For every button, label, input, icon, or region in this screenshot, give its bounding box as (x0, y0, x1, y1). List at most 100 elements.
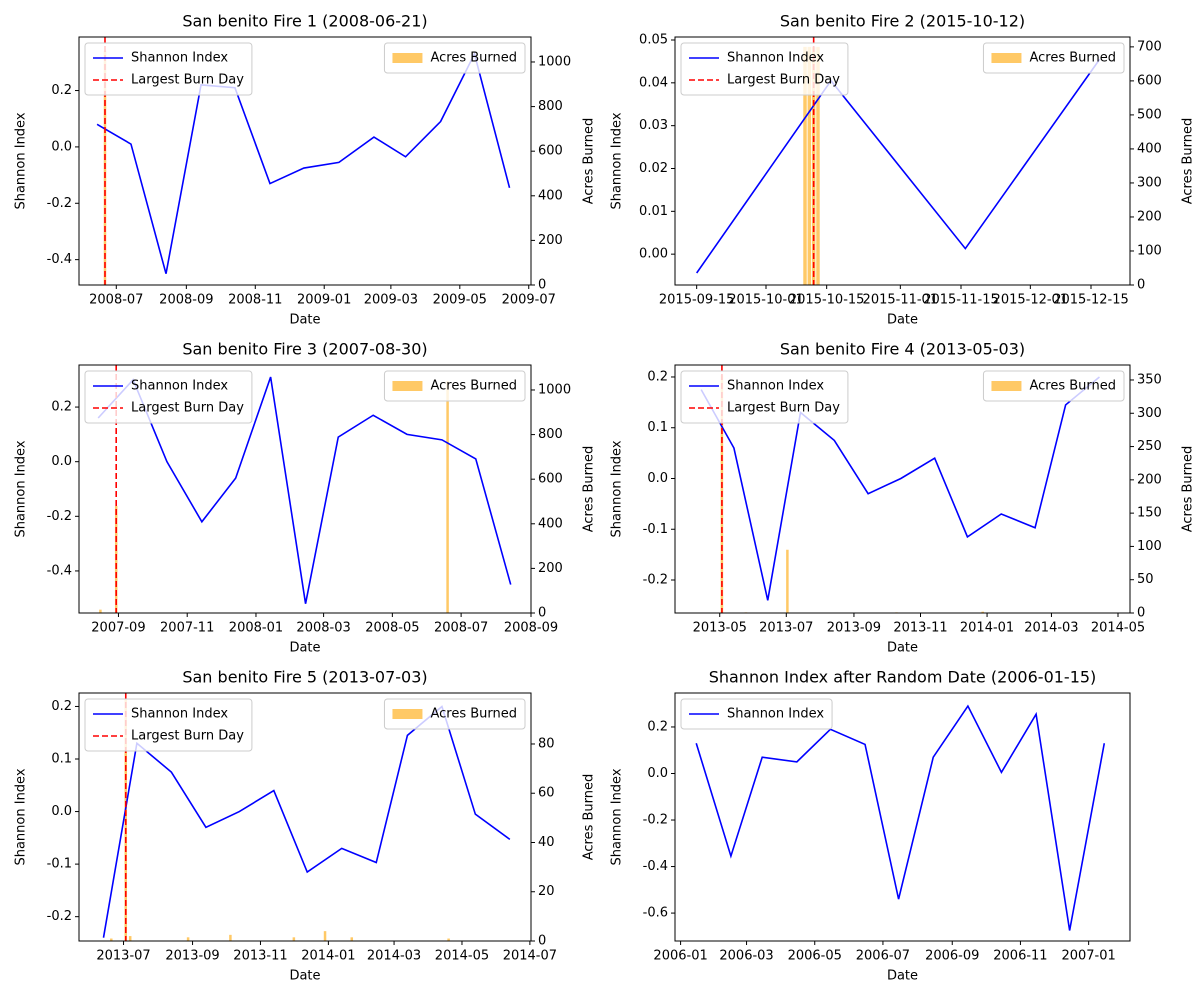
y-tick-label: 0.2 (647, 369, 668, 384)
y-tick-label: -0.2 (47, 509, 72, 524)
y-tick-label: 0.1 (647, 420, 668, 435)
y-tick-label: -0.6 (643, 906, 668, 921)
series-line (696, 58, 1101, 274)
axes-frame (78, 692, 532, 942)
subplot: San benito Fire 4 (2013-05-03) Date Shanno… (610, 340, 1196, 656)
subplot-title: San benito Fire 1 (2008-06-21) (182, 12, 427, 31)
legend-label: Largest Burn Day (727, 401, 840, 416)
bar (981, 611, 984, 613)
legend: Acres Burned (383, 370, 526, 402)
y2-tick-label: 0 (538, 934, 546, 949)
y2-tick-label: 100 (1137, 243, 1162, 258)
x-tick-label: 2006-11 (993, 949, 1047, 964)
legend-label: Shannon Index (131, 707, 228, 722)
legend-swatch (991, 53, 1022, 63)
x-tick-label: 2008-09 (504, 621, 558, 636)
legend-label: Shannon Index (727, 379, 824, 394)
bar (323, 931, 327, 941)
y-tick-label: 0.2 (647, 719, 668, 734)
x-tick-label: 2014-03 (367, 949, 421, 964)
legend-label: Shannon Index (727, 707, 824, 722)
plot-area (695, 704, 1106, 931)
bar (99, 609, 102, 613)
x-tick-label: 2013-09 (165, 949, 219, 964)
y-tick-label: -0.4 (643, 859, 668, 874)
y-axis-label: Shannon Index (14, 440, 29, 537)
x-axis-label: Date (887, 641, 918, 656)
bar (229, 934, 232, 941)
y2-axis-label: Acres Burned (1181, 446, 1196, 533)
axes-frame (674, 692, 1131, 942)
x-tick-label: 2008-09 (159, 293, 213, 308)
y-tick-label: 0.0 (647, 766, 668, 781)
x-tick-label: 2013-07 (96, 949, 150, 964)
y2-tick-label: 600 (538, 144, 563, 159)
x-tick-label: 2008-11 (228, 293, 282, 308)
legend-box (84, 42, 253, 96)
x-tick-label: 2008-07 (89, 293, 143, 308)
subplot: Shannon Index after Random Date (2006-01… (610, 668, 1131, 984)
y-tick-label: 0.2 (51, 699, 72, 714)
y-tick-label: 0.0 (51, 804, 72, 819)
y-tick-label: 0.02 (639, 161, 668, 176)
y2-tick-label: 0 (538, 606, 546, 621)
subplot-title: San benito Fire 2 (2015-10-12) (780, 12, 1025, 31)
y-tick-label: 0.0 (51, 454, 72, 469)
series-line (96, 51, 511, 274)
x-tick-label: 2009-05 (433, 293, 487, 308)
series-line (700, 376, 1100, 601)
y2-tick-label: 800 (538, 427, 563, 442)
y2-tick-label: 1000 (538, 382, 571, 397)
x-tick-label: 2006-01 (653, 949, 707, 964)
bar (447, 938, 450, 941)
legend-label: Largest Burn Day (131, 729, 244, 744)
bar (816, 46, 820, 285)
y-tick-label: -0.2 (47, 196, 72, 211)
y-tick-label: -0.4 (47, 252, 72, 267)
legend-box (680, 42, 849, 96)
legend-label: Acres Burned (1029, 51, 1116, 66)
legend-swatch (392, 53, 423, 63)
y2-tick-label: 200 (538, 233, 563, 248)
x-tick-label: 2013-11 (893, 621, 947, 636)
x-tick-label: 2008-05 (365, 621, 419, 636)
y-tick-label: 0.05 (639, 32, 668, 47)
x-tick-label: 2007-01 (1061, 949, 1115, 964)
legend-box (982, 370, 1125, 402)
legend-box (84, 370, 253, 424)
legend-label: Largest Burn Day (131, 401, 244, 416)
y2-tick-label: 0 (538, 278, 546, 293)
legend-box (982, 42, 1125, 74)
y-tick-label: 0.04 (639, 75, 668, 90)
x-tick-label: 2015-12-15 (1053, 293, 1129, 308)
y2-tick-label: 800 (538, 99, 563, 114)
x-tick-label: 2014-03 (1024, 621, 1078, 636)
y2-tick-label: 0 (1137, 606, 1145, 621)
y-tick-label: -0.2 (47, 909, 72, 924)
legend: Shannon Index Largest Burn Day (680, 42, 849, 96)
y2-axis-label: Acres Burned (582, 118, 597, 205)
axes-frame (674, 364, 1131, 614)
x-tick-label: 2009-03 (364, 293, 418, 308)
y2-tick-label: 50 (1137, 572, 1154, 587)
y2-tick-label: 40 (538, 835, 555, 850)
y-axis-label: Shannon Index (14, 112, 29, 209)
x-tick-label: 2008-01 (229, 621, 283, 636)
legend-box (680, 370, 849, 424)
x-tick-label: 2013-09 (827, 621, 881, 636)
legend-label: Largest Burn Day (131, 73, 244, 88)
y2-tick-label: 300 (1137, 175, 1162, 190)
legend-swatch (392, 381, 423, 391)
x-tick-label: 2015-12-01 (993, 293, 1069, 308)
y2-tick-label: 250 (1137, 439, 1162, 454)
y-tick-label: -0.1 (47, 857, 72, 872)
x-tick-label: 2014-01 (960, 621, 1014, 636)
y2-tick-label: 400 (1137, 141, 1162, 156)
y-axis-label: Shannon Index (610, 768, 625, 865)
x-tick-label: 2015-10-01 (728, 293, 804, 308)
x-tick-label: 2013-07 (759, 621, 813, 636)
subplot: San benito Fire 1 (2008-06-21) Date Shanno… (14, 12, 597, 328)
y-tick-label: -0.4 (47, 563, 72, 578)
legend-label: Acres Burned (430, 51, 517, 66)
